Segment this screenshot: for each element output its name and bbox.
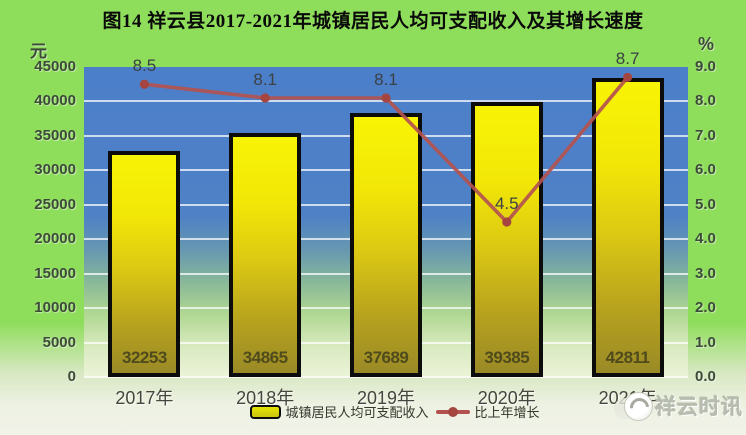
growth-point-marker bbox=[139, 79, 149, 89]
bar-value-label: 32253 bbox=[122, 347, 167, 367]
legend-item-growth: 比上年增长 bbox=[433, 402, 540, 421]
right-axis-tick: 1.0 bbox=[695, 333, 716, 351]
left-axis-tick: 0 bbox=[67, 368, 76, 385]
growth-value-label: 8.7 bbox=[615, 49, 640, 69]
right-axis-tick: 3.0 bbox=[695, 264, 716, 282]
growth-point-marker bbox=[623, 72, 633, 82]
left-axis-tick: 45000 bbox=[34, 58, 76, 75]
legend-item-income: 城镇居民人均可支配收入 bbox=[250, 402, 429, 421]
growth-value-label: 4.5 bbox=[494, 194, 519, 213]
left-axis-tick: 10000 bbox=[34, 299, 76, 317]
left-axis-unit-label: 元 bbox=[30, 42, 47, 61]
right-axis-tick: 9.0 bbox=[695, 58, 716, 75]
legend-line-marker-icon bbox=[447, 406, 458, 417]
growth-point-marker bbox=[502, 217, 512, 227]
bar-value-label: 39385 bbox=[484, 347, 530, 367]
x-axis-label: 2020年 bbox=[477, 388, 536, 408]
income-bar: 42811 bbox=[591, 78, 664, 377]
left-axis-tick: 35000 bbox=[34, 126, 76, 144]
x-axis-label: 2018年 bbox=[236, 388, 295, 408]
income-bar: 39385 bbox=[470, 101, 543, 377]
right-axis-tick: 6.0 bbox=[695, 161, 716, 179]
right-axis-tick: 2.0 bbox=[695, 299, 716, 317]
watermark: 祥云时讯 bbox=[624, 391, 743, 421]
bar-value-label: 34865 bbox=[242, 347, 288, 367]
gridline bbox=[84, 376, 688, 378]
right-axis-tick: 0.0 bbox=[695, 368, 716, 385]
legend: 城镇居民人均可支配收入 比上年增长 bbox=[22, 402, 746, 421]
x-axis-label: 2017年 bbox=[115, 388, 174, 408]
growth-value-label: 8.5 bbox=[132, 56, 157, 76]
legend-line-swatch-icon bbox=[435, 406, 470, 417]
legend-line-label: 比上年增长 bbox=[474, 405, 540, 420]
left-axis-tick: 5000 bbox=[42, 333, 76, 351]
right-axis-tick: 7.0 bbox=[695, 126, 716, 144]
legend-bar-label: 城镇居民人均可支配收入 bbox=[285, 405, 429, 420]
left-axis-tick: 15000 bbox=[34, 264, 76, 282]
right-axis-tick: 4.0 bbox=[695, 230, 716, 248]
x-axis-label: 2019年 bbox=[356, 388, 416, 408]
watermark-text: 祥云时讯 bbox=[655, 396, 743, 419]
left-axis-tick: 30000 bbox=[34, 161, 76, 179]
right-axis-tick: 5.0 bbox=[695, 195, 716, 213]
growth-value-label: 8.1 bbox=[253, 70, 277, 89]
growth-line-series bbox=[139, 72, 633, 227]
legend-bar-swatch-icon bbox=[250, 404, 282, 419]
growth-point-marker bbox=[381, 93, 391, 103]
left-axis-tick: 20000 bbox=[34, 230, 76, 248]
left-axis-tick: 40000 bbox=[34, 92, 76, 110]
bar-value-label: 37689 bbox=[363, 347, 409, 367]
chart-title: 图14 祥云县2017-2021年城镇居民人均可支配收入及其增长速度 bbox=[102, 11, 644, 32]
right-axis-unit-label: % bbox=[698, 34, 715, 54]
growth-value-label: 8.1 bbox=[374, 70, 398, 89]
watermark-logo-icon bbox=[624, 391, 653, 421]
income-bar: 37689 bbox=[350, 113, 422, 377]
right-axis-tick: 8.0 bbox=[695, 92, 716, 110]
bar-value-label: 42811 bbox=[605, 347, 650, 367]
growth-point-marker bbox=[260, 93, 270, 103]
income-bar: 32253 bbox=[108, 150, 181, 377]
left-axis-tick: 25000 bbox=[34, 195, 76, 213]
income-bar: 34865 bbox=[229, 132, 302, 377]
